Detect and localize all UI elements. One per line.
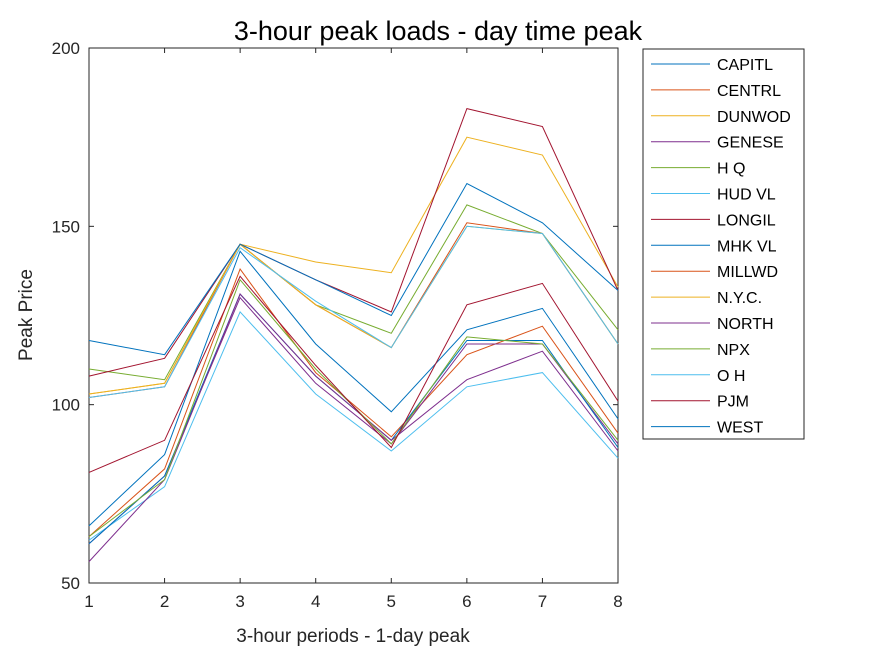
x-tick-label: 7	[538, 592, 547, 611]
series-line-hud-vl	[88, 310, 619, 541]
legend-label-n-y-c: N.Y.C.	[717, 290, 762, 307]
y-tick-label: 150	[52, 217, 80, 236]
legend-label-genese: GENESE	[717, 135, 784, 152]
x-tick-label: 3	[235, 592, 244, 611]
x-tick-label: 6	[462, 592, 471, 611]
series-line-west	[88, 182, 619, 356]
legend-label-h-q: H Q	[717, 161, 745, 178]
legend-label-west: WEST	[717, 420, 763, 437]
legend-label-longil: LONGIL	[717, 212, 776, 229]
series-line-north	[88, 293, 619, 562]
x-axis-label: 3-hour periods - 1-day peak	[236, 626, 470, 647]
legend-label-o-h: O H	[717, 368, 745, 385]
legend-label-mhk-vl: MHK VL	[717, 238, 777, 255]
series-line-h-q	[88, 204, 619, 381]
y-tick-label: 100	[52, 396, 80, 415]
legend-box	[642, 48, 805, 440]
x-tick-label: 8	[613, 592, 622, 611]
series-line-pjm	[88, 275, 619, 473]
series-line-longil	[88, 108, 619, 377]
plot-area	[88, 47, 619, 584]
x-tick-label: 1	[84, 592, 93, 611]
legend: CAPITL CENTRL DUNWOD GENESE H Q HUD VL LONGIL M…	[642, 48, 805, 440]
y-tick-label: 50	[61, 574, 80, 593]
legend-label-centrl: CENTRL	[717, 83, 781, 100]
series-line-capitl	[88, 250, 619, 527]
y-axis-label: Peak Price	[16, 269, 37, 361]
series-line-o-h	[88, 225, 619, 398]
series-lines	[88, 108, 619, 562]
legend-label-dunwod: DUNWOD	[717, 109, 791, 126]
legend-label-north: NORTH	[717, 316, 774, 333]
x-tick-label: 5	[387, 592, 396, 611]
x-tick-label: 2	[160, 592, 169, 611]
chart-title: 3-hour peak loads - day time peak	[234, 16, 643, 46]
legend-label-npx: NPX	[717, 342, 750, 359]
series-line-centrl	[88, 268, 619, 537]
y-axis-ticks: 50 100 150 200	[52, 39, 618, 593]
legend-label-hud-vl: HUD VL	[717, 187, 776, 204]
x-axis-ticks: 1 2 3 4 5 6 7 8	[84, 48, 623, 611]
legend-label-capitl: CAPITL	[717, 57, 773, 74]
legend-label-pjm: PJM	[717, 394, 749, 411]
legend-label-millwd: MILLWD	[717, 264, 778, 281]
y-tick-label: 200	[52, 39, 80, 58]
x-tick-label: 4	[311, 592, 320, 611]
